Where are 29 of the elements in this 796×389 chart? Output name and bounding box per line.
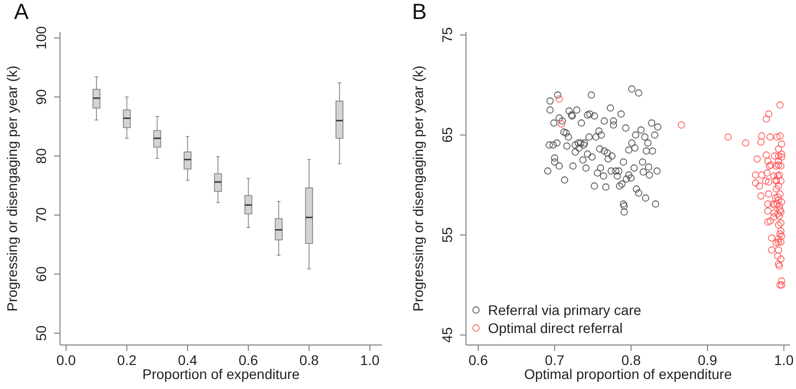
x-tick-label: 0.9	[698, 352, 718, 368]
x-tick-label: 1.0	[774, 352, 794, 368]
y-tick-label: 70	[33, 207, 49, 223]
y-tick-label: 65	[439, 127, 455, 143]
x-tick-label: 0.0	[56, 352, 76, 368]
x-tick-label: 0.4	[178, 352, 198, 368]
y-tick-label: 60	[33, 266, 49, 282]
y-tick-label: 90	[33, 88, 49, 105]
x-axis-title: Proportion of expenditure	[142, 366, 300, 382]
chart-title: A	[14, 0, 29, 25]
y-tick-label: 80	[33, 148, 49, 164]
y-tick-label: 55	[439, 227, 455, 243]
y-axis-title: Progressing or disengaging per year (k)	[4, 66, 20, 312]
x-tick-label: 0.6	[468, 352, 488, 368]
legend-label: Referral via primary care	[488, 301, 642, 319]
x-tick-label: 1.0	[360, 352, 380, 368]
x-axis-title: Optimal proportion of expenditure	[524, 366, 732, 382]
y-axis-title: Progressing or disengaging per year (k)	[410, 66, 426, 312]
y-tick-label: 75	[439, 27, 455, 43]
y-tick-label: 100	[33, 26, 49, 50]
y-tick-label: 45	[439, 327, 455, 343]
legend-label: Optimal direct referral	[488, 319, 623, 337]
y-tick-label: 50	[33, 325, 49, 341]
x-tick-label: 0.6	[238, 352, 258, 368]
chart-title: B	[412, 0, 427, 25]
x-tick-label: 0.7	[544, 352, 565, 368]
x-tick-label: 0.8	[299, 352, 320, 368]
x-tick-label: 0.2	[117, 352, 137, 368]
x-tick-label: 0.8	[621, 352, 641, 368]
